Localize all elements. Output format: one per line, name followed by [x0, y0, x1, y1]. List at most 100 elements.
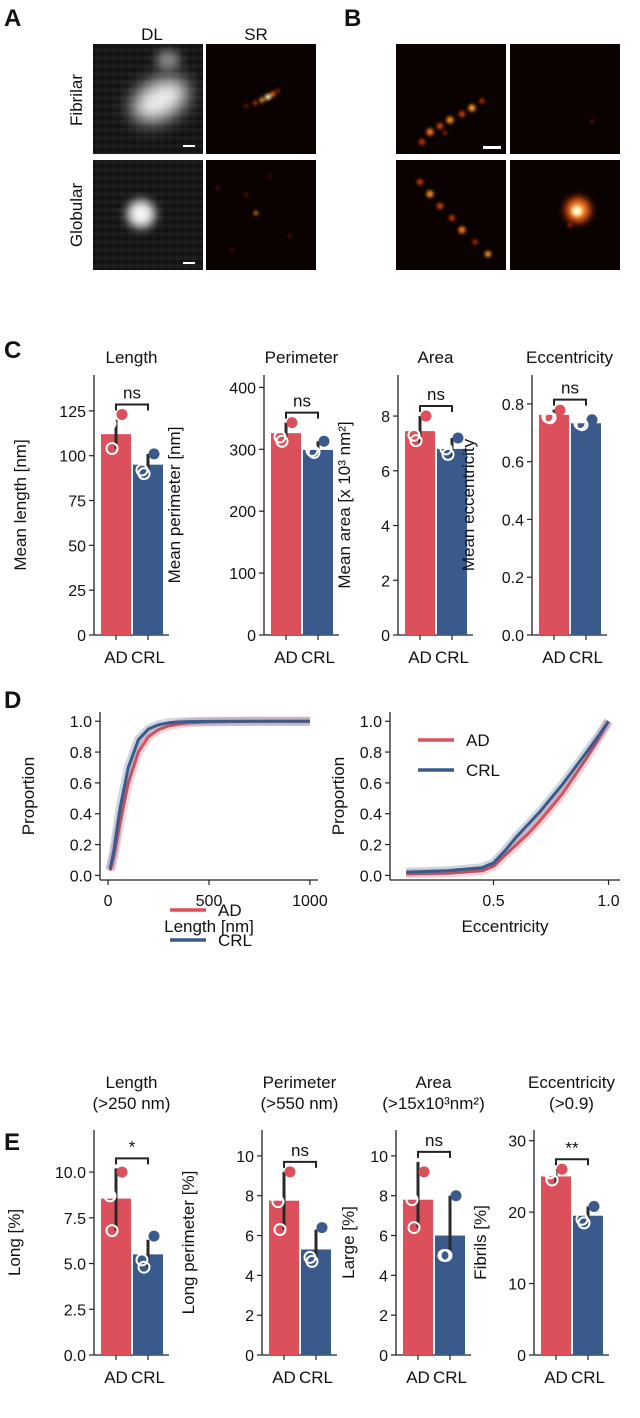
data-point-crl: [575, 418, 589, 432]
bar-crl: [301, 1249, 331, 1355]
y-tick-label: 200: [229, 504, 256, 521]
significance-bracket: [115, 403, 149, 411]
significance-bracket: [419, 405, 453, 413]
x-tick-label: 0: [104, 893, 113, 910]
data-point-ad: [543, 411, 557, 425]
y-tick-label: 4: [379, 1268, 388, 1285]
y-tick-label: 2: [379, 1308, 388, 1325]
panel-b: [396, 44, 620, 270]
significance-label: ns: [123, 383, 141, 402]
y-tick-label: 0.4: [502, 512, 524, 529]
x-tick-label-ad: AD: [104, 1368, 128, 1387]
chart-title: Eccentricity: [528, 1073, 615, 1092]
row-label-globular: Globular: [67, 183, 86, 248]
bar-crl: [303, 449, 333, 635]
chart-title: Perimeter: [265, 348, 339, 367]
y-tick-label: 125: [59, 404, 86, 421]
series-band-crl: [105, 716, 310, 871]
y-tick-label: 0: [381, 628, 390, 645]
y-tick-label: 0.8: [360, 745, 382, 762]
y-tick-label: 7.5: [64, 1211, 86, 1228]
data-point-crl: [305, 444, 319, 458]
y-axis-label: Mean perimeter [nm]: [165, 427, 184, 584]
sr-image-b3: [396, 160, 506, 270]
y-tick-label: 10: [370, 1149, 388, 1166]
x-tick-label-ad: AD: [104, 648, 128, 667]
data-point-ad: [116, 408, 128, 420]
data-point-ad: [409, 434, 423, 448]
bar-chart-large-percent: 0 2 4 6 8 10 ns AD CRL Area (>15x10³nm²) Large [%]: [339, 1073, 485, 1387]
data-point-crl: [307, 445, 321, 459]
y-tick-label: 6: [245, 1229, 254, 1246]
data-point-crl: [137, 467, 151, 481]
y-tick-label: 0.4: [360, 807, 382, 824]
x-tick-label-ad: AD: [544, 1368, 568, 1387]
significance-label: ns: [425, 1131, 443, 1150]
legend-label-crl: CRL: [218, 931, 252, 950]
data-point-crl: [148, 448, 160, 460]
data-point-crl: [450, 1190, 462, 1202]
panel-letter-b: B: [344, 5, 361, 32]
significance-label: ns: [427, 385, 445, 404]
significance-bracket: [115, 1157, 149, 1165]
y-tick-label: 2.5: [64, 1302, 86, 1319]
y-tick-label: 10: [508, 1277, 526, 1294]
data-point-ad: [420, 410, 432, 422]
y-tick-label: 4: [381, 519, 390, 536]
y-tick-label: 5.0: [64, 1257, 86, 1274]
y-tick-label: 8: [245, 1189, 254, 1206]
bar-chart-mean-area: 0 2 4 6 8 ns AD CRL Area Mean area [x 10³ nm²]: [335, 348, 473, 667]
chart-subtitle: (>15x10³nm²): [382, 1094, 485, 1113]
x-tick-label-crl: CRL: [433, 1368, 467, 1387]
chart-subtitle: (>550 nm): [261, 1094, 339, 1113]
bar-ad: [101, 434, 131, 635]
significance-label: ns: [561, 379, 579, 398]
y-tick-label: 10: [236, 1149, 254, 1166]
x-tick-label-ad: AD: [408, 648, 432, 667]
data-point-ad: [554, 404, 566, 416]
y-tick-label: 0.2: [360, 838, 382, 855]
y-tick-label: 100: [59, 449, 86, 466]
y-tick-label: 8: [381, 409, 390, 426]
y-axis-label: Long perimeter [%]: [179, 1171, 198, 1315]
y-tick-label: 1.0: [70, 714, 92, 731]
data-point-crl: [577, 1216, 591, 1230]
data-point-crl: [137, 1260, 151, 1274]
data-point-crl: [586, 414, 598, 426]
y-tick-label: 0.0: [64, 1348, 86, 1365]
x-tick-label-crl: CRL: [569, 648, 603, 667]
data-point-ad: [275, 434, 289, 448]
data-point-ad: [116, 1166, 128, 1178]
dl-image-fibrilar: [93, 44, 203, 154]
legend-label-crl: CRL: [466, 761, 500, 780]
y-tick-label: 0.8: [70, 745, 92, 762]
y-tick-label: 75: [68, 494, 86, 511]
x-tick-label-ad: AD: [406, 1368, 430, 1387]
y-tick-label: 0.2: [70, 838, 92, 855]
y-tick-label: 0.6: [70, 776, 92, 793]
significance-bracket: [285, 411, 319, 419]
y-tick-label: 0.0: [360, 868, 382, 885]
data-point-crl: [318, 435, 330, 447]
y-tick-label: 0.8: [502, 397, 524, 414]
x-tick-label-ad: AD: [272, 1368, 296, 1387]
y-tick-label: 0: [77, 628, 86, 645]
bar-ad: [271, 433, 301, 635]
y-axis-label: Long [%]: [5, 1209, 24, 1276]
bar-ad: [541, 1176, 571, 1355]
y-tick-label: 50: [68, 538, 86, 555]
y-tick-label: 30: [508, 1134, 526, 1151]
y-tick-label: 0.0: [502, 628, 524, 645]
bar-chart-mean-eccentricity: 0.0 0.2 0.4 0.6 0.8 ns AD CRL Eccentricity Mean e…: [459, 348, 613, 667]
data-point-crl: [441, 447, 455, 461]
y-axis-label: Mean area [x 10³ nm²]: [335, 421, 354, 588]
y-tick-label: 0: [245, 1348, 254, 1365]
significance-bracket: [417, 1150, 451, 1158]
panel-letter-c: C: [4, 337, 21, 364]
chart-subtitle: (>250 nm): [93, 1094, 171, 1113]
x-tick-label-crl: CRL: [299, 1368, 333, 1387]
data-point-ad: [105, 1224, 119, 1238]
chart-title: Perimeter: [263, 1073, 337, 1092]
